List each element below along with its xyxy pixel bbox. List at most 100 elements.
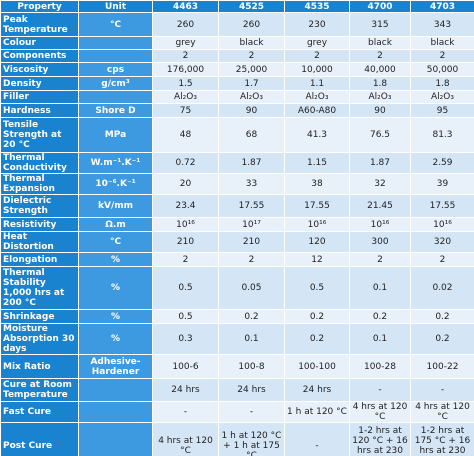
value-cell: 4 hrs at 120 °C (152, 422, 219, 456)
unit-cell: Shore D (78, 103, 153, 118)
value-cell: 1 h at 120 °C + 1 h at 175 °C (218, 422, 285, 456)
property-cell: Tensile Strength at 20 °C (0, 117, 79, 153)
value-cell: 32 (349, 173, 411, 195)
table-row: Components 2 2 2 2 2 (0, 49, 474, 63)
table-row: Filler Al₂O₃ Al₂O₃ Al₂O₃ Al₂O₃ Al₂O₃ (0, 90, 474, 104)
property-cell: Cure at Room Temperature (0, 378, 79, 402)
value-cell: 20 (152, 173, 219, 195)
value-cell: 12 (284, 252, 350, 267)
value-cell: 0.05 (218, 266, 285, 310)
value-cell: 0.2 (284, 309, 350, 324)
unit-cell: W.m⁻¹.K⁻¹ (78, 152, 153, 174)
value-cell: 17.55 (410, 194, 474, 218)
table-row: Resistivity Ω.m 10¹⁶ 10¹⁷ 10¹⁶ 10¹⁶ 10¹⁶ (0, 217, 474, 232)
value-cell: 81.3 (410, 117, 474, 153)
value-cell: 1-2 hrs at 120 °C + 16 hrs at 230 °C (349, 422, 411, 456)
header-cell: 4535 (284, 0, 350, 13)
header-cell: 4463 (152, 0, 219, 13)
value-cell: 0.2 (410, 323, 474, 355)
value-cell: 0.5 (284, 266, 350, 310)
value-cell: 0.5 (152, 266, 219, 310)
value-cell: 2 (349, 252, 411, 267)
value-cell: 21.45 (349, 194, 411, 218)
value-cell: 90 (218, 103, 285, 118)
value-cell: 210 (152, 231, 219, 253)
value-cell: black (349, 36, 411, 50)
value-cell: grey (152, 36, 219, 50)
unit-cell (78, 49, 153, 63)
value-cell: 24 hrs (152, 378, 219, 402)
table-row: Shrinkage% 0.5 0.2 0.2 0.2 0.2 (0, 309, 474, 324)
header-row: Property Unit 4463 4525 4535 4700 4703 (0, 0, 474, 13)
property-cell: Heat Distortion (0, 231, 79, 253)
value-cell: - (218, 401, 285, 423)
value-cell: - (410, 378, 474, 402)
value-cell: 76.5 (349, 117, 411, 153)
unit-cell: MPa (78, 117, 153, 153)
unit-cell: % (78, 252, 153, 267)
value-cell: 95 (410, 103, 474, 118)
value-cell: 1.15 (284, 152, 350, 174)
table-row: Peak Temperature °C 260 260 230 315 343 (0, 12, 474, 37)
header-cell: 4703 (410, 0, 474, 13)
value-cell: 315 (349, 12, 411, 37)
value-cell: - (152, 401, 219, 423)
value-cell: 17.55 (284, 194, 350, 218)
unit-cell: % (78, 266, 153, 310)
value-cell: 2 (410, 49, 474, 63)
value-cell: 25,000 (218, 62, 285, 77)
value-cell: 4 hrs at 120 °C (410, 401, 474, 423)
header-cell: Unit (78, 0, 153, 13)
value-cell: 120 (284, 231, 350, 253)
property-cell: Shrinkage (0, 309, 79, 324)
value-cell: 0.1 (349, 266, 411, 310)
value-cell: Al₂O₃ (410, 90, 474, 104)
table-row: Dielectric Strength kV/mm 23.4 17.55 17.55 21… (0, 194, 474, 218)
property-cell: Density (0, 76, 79, 91)
table-row: Elongation% 2 2 12 2 2 (0, 252, 474, 267)
unit-cell: °C (78, 231, 153, 253)
value-cell: 24 hrs (218, 378, 285, 402)
value-cell: 343 (410, 12, 474, 37)
value-cell: 24 hrs (284, 378, 350, 402)
table-row: Viscosity cps 176,000 25,000 10,000 40,000 50,… (0, 62, 474, 77)
value-cell: 176,000 (152, 62, 219, 77)
value-cell: 4 hrs at 120 °C (349, 401, 411, 423)
value-cell: 10¹⁶ (152, 217, 219, 232)
value-cell: 100-6 (152, 354, 219, 379)
table-row: Moisture Absorption 30 days% 0.3 0.1 0.2 0.1… (0, 323, 474, 355)
value-cell: 1.87 (349, 152, 411, 174)
value-cell: 40,000 (349, 62, 411, 77)
value-cell: 48 (152, 117, 219, 153)
value-cell: 260 (152, 12, 219, 37)
value-cell: 17.55 (218, 194, 285, 218)
table-row: Heat Distortion °C 210 210 120 300 320 (0, 231, 474, 253)
header-cell: Property (0, 0, 79, 13)
table-row: Thermal Stability 1,000 hrs at 200 °C% 0.… (0, 266, 474, 310)
unit-cell: % (78, 309, 153, 324)
property-cell: Elongation (0, 252, 79, 267)
value-cell: - (349, 378, 411, 402)
table-row: Density g/cm³ 1.5 1.7 1.1 1.8 1.8 (0, 76, 474, 91)
value-cell: A60-A80 (284, 103, 350, 118)
property-cell: Filler (0, 90, 79, 104)
value-cell: 39 (410, 173, 474, 195)
table-row: Mix Ratio Adhesive-Hardener 100-6 100-8 100-… (0, 354, 474, 379)
unit-cell: Ω.m (78, 217, 153, 232)
value-cell: 10¹⁶ (349, 217, 411, 232)
unit-cell: % (78, 323, 153, 355)
property-cell: Thermal Conductivity (0, 152, 79, 174)
property-cell: Thermal Expansion (0, 173, 79, 195)
value-cell: 10,000 (284, 62, 350, 77)
value-cell: Al₂O₃ (218, 90, 285, 104)
unit-cell (78, 90, 153, 104)
value-cell: 100-8 (218, 354, 285, 379)
value-cell: 0.1 (218, 323, 285, 355)
table-row: Post Cure 4 hrs at 120 °C 1 h at 120 °C + … (0, 422, 474, 456)
value-cell: 260 (218, 12, 285, 37)
value-cell: 1.7 (218, 76, 285, 91)
unit-cell: g/cm³ (78, 76, 153, 91)
value-cell: 0.2 (218, 309, 285, 324)
